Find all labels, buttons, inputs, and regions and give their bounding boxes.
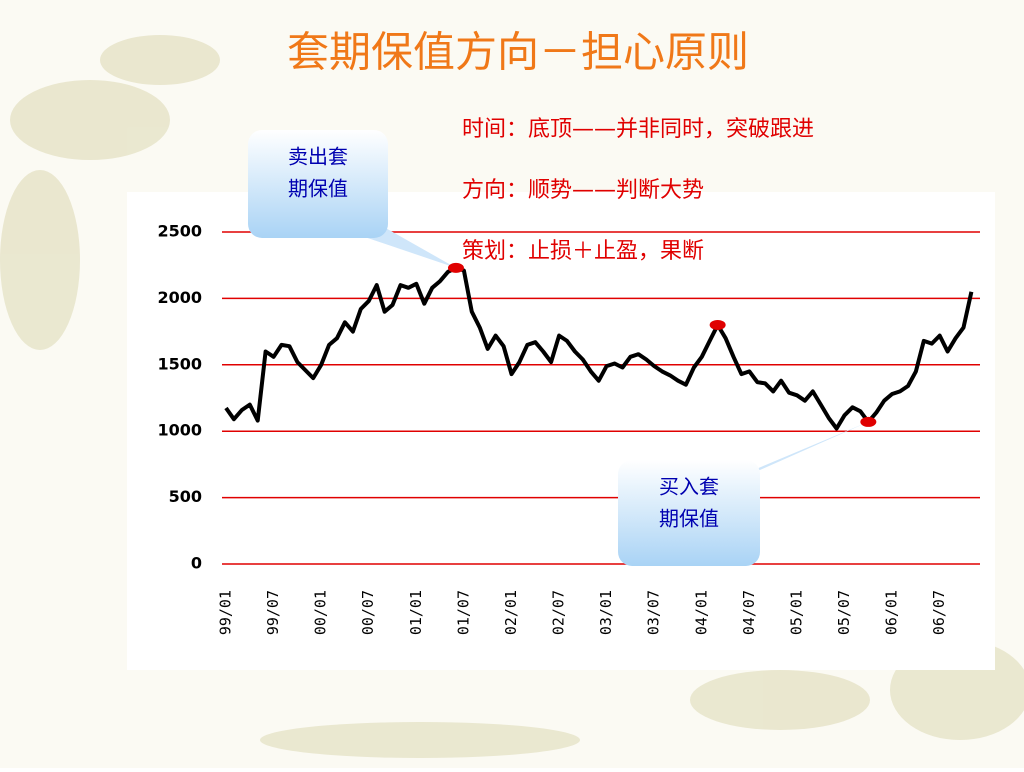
marker — [447, 262, 464, 273]
y-tick-label: 2500 — [157, 222, 202, 241]
note: 策划：止损＋止盈，果断 — [462, 239, 704, 264]
x-tick-label: 01/01 — [407, 590, 425, 635]
x-tick-label: 02/07 — [550, 590, 568, 635]
y-tick-label: 2000 — [157, 288, 202, 307]
x-tick-label: 06/07 — [930, 590, 948, 635]
x-tick-label: 99/07 — [264, 590, 282, 635]
callout-text: 期保值 — [288, 177, 348, 201]
x-tick-label: 06/01 — [883, 590, 901, 635]
x-tick-label: 01/07 — [454, 590, 472, 635]
x-tick-label: 03/07 — [645, 590, 663, 635]
x-tick-label: 99/01 — [217, 590, 235, 635]
line-series — [224, 265, 974, 431]
callout-box — [248, 130, 388, 238]
x-tick-label: 05/07 — [835, 590, 853, 635]
callout-text: 期保值 — [659, 507, 719, 531]
y-tick-label: 500 — [169, 487, 202, 506]
y-tick-label: 1000 — [157, 421, 202, 440]
x-tick-label: 04/07 — [740, 590, 758, 635]
x-tick-label: 03/01 — [597, 590, 615, 635]
x-tick-label: 02/01 — [502, 590, 520, 635]
y-tick-label: 1500 — [157, 354, 202, 373]
marker — [860, 416, 877, 427]
callout-box — [618, 460, 760, 566]
marker — [709, 319, 726, 330]
callout-pointer — [730, 421, 869, 480]
note: 时间：底顶——并非同时，突破跟进 — [462, 117, 814, 142]
note: 方向：顺势——判断大势 — [462, 178, 704, 203]
callout-text: 卖出套 — [288, 145, 348, 169]
x-tick-label: 05/01 — [787, 590, 805, 635]
y-tick-label: 0 — [191, 554, 202, 573]
callout-text: 买入套 — [659, 475, 719, 499]
x-tick-label: 04/01 — [692, 590, 710, 635]
x-tick-label: 00/01 — [312, 590, 330, 635]
title: 套期保值方向－担心原则 — [287, 28, 749, 77]
x-tick-label: 00/07 — [359, 590, 377, 635]
